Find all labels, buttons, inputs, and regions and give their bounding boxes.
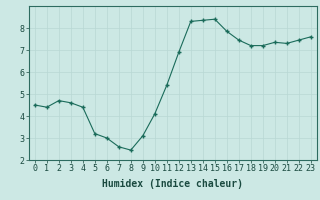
X-axis label: Humidex (Indice chaleur): Humidex (Indice chaleur): [102, 179, 243, 189]
